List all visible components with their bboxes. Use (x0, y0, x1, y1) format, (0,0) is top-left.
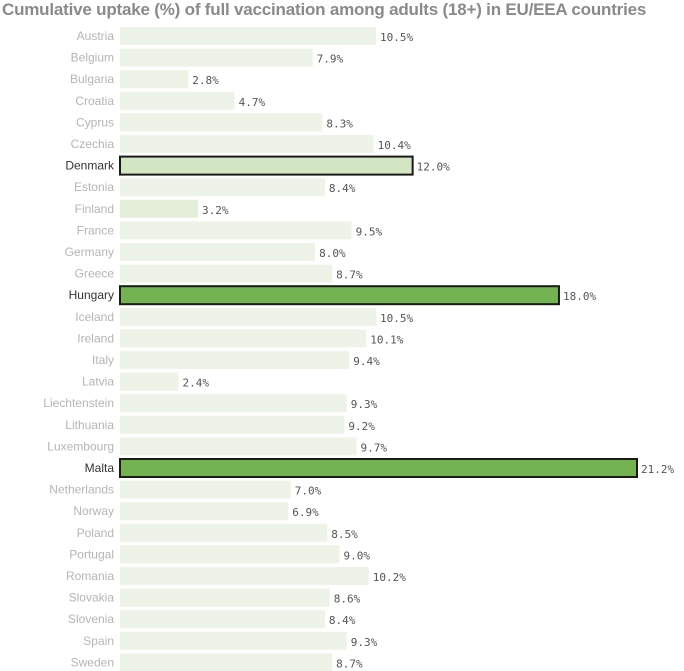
value-label-luxembourg: 9.7% (361, 441, 388, 454)
bar-denmark (119, 155, 414, 176)
value-label-finland: 3.2% (202, 204, 229, 217)
bar-hungary (119, 285, 560, 306)
category-label-poland: Poland (77, 526, 114, 540)
bar-portugal (120, 545, 340, 564)
category-label-denmark: Denmark (65, 159, 115, 173)
bar-netherlands (120, 480, 291, 499)
bar-germany (120, 243, 316, 261)
category-label-greece: Greece (75, 267, 115, 281)
category-label-ireland: Ireland (77, 331, 114, 345)
category-label-austria: Austria (77, 29, 115, 43)
bar-slovakia (120, 588, 330, 607)
category-label-italy: Italy (92, 353, 114, 367)
bar-liechtenstein (120, 394, 347, 413)
value-label-croatia: 4.7% (239, 96, 266, 109)
value-label-slovenia: 8.4% (329, 614, 356, 627)
value-label-bulgaria: 2.8% (192, 74, 219, 87)
bar-ireland (120, 329, 367, 348)
category-label-slovakia: Slovakia (69, 591, 115, 605)
value-label-estonia: 8.4% (329, 182, 356, 195)
value-label-sweden: 8.7% (336, 657, 363, 670)
category-label-norway: Norway (73, 504, 114, 518)
bar-finland (120, 199, 199, 218)
value-label-ireland: 10.1% (370, 333, 403, 346)
value-label-netherlands: 7.0% (295, 485, 322, 498)
bar-latvia (120, 372, 179, 391)
bar-norway (120, 502, 289, 521)
value-label-norway: 6.9% (292, 506, 319, 519)
category-label-bulgaria: Bulgaria (70, 72, 114, 86)
bar-austria (120, 27, 377, 45)
category-label-belgium: Belgium (71, 51, 114, 65)
category-label-slovenia: Slovenia (68, 612, 114, 626)
bar-lithuania (120, 415, 345, 434)
category-label-romania: Romania (66, 569, 114, 583)
bar-bulgaria (120, 70, 189, 89)
category-label-liechtenstein: Liechtenstein (43, 396, 114, 410)
value-label-lithuania: 9.2% (348, 420, 375, 433)
bar-slovenia (120, 610, 325, 629)
category-label-cyprus: Cyprus (76, 115, 114, 129)
category-label-lithuania: Lithuania (65, 418, 114, 432)
value-label-malta: 21.2% (641, 463, 674, 476)
bar-italy (120, 351, 350, 369)
bar-sweden (120, 653, 333, 671)
category-label-czechia: Czechia (71, 137, 115, 151)
category-label-finland: Finland (75, 202, 114, 216)
value-label-romania: 10.2% (373, 571, 406, 584)
bar-spain (120, 631, 347, 650)
bar-czechia (120, 135, 374, 153)
category-label-croatia: Croatia (75, 94, 114, 108)
category-label-malta: Malta (85, 461, 115, 475)
bar-malta (119, 458, 638, 478)
category-label-latvia: Latvia (82, 375, 114, 389)
category-label-hungary: Hungary (69, 288, 114, 302)
value-label-denmark: 12.0% (417, 161, 450, 174)
bar-cyprus (120, 113, 323, 132)
bar-estonia (120, 178, 325, 197)
category-label-sweden: Sweden (71, 655, 114, 669)
value-label-spain: 9.3% (351, 636, 378, 649)
value-label-austria: 10.5% (380, 31, 413, 44)
bar-luxembourg (120, 437, 357, 456)
category-label-france: France (77, 223, 115, 237)
category-label-portugal: Portugal (69, 547, 114, 561)
bar-poland (120, 523, 328, 542)
bar-romania (120, 567, 369, 585)
value-label-portugal: 9.0% (343, 549, 370, 562)
category-label-iceland: Iceland (75, 310, 114, 324)
category-label-estonia: Estonia (74, 180, 114, 194)
value-label-iceland: 10.5% (380, 312, 413, 325)
value-label-slovakia: 8.6% (334, 593, 361, 606)
value-label-france: 9.5% (356, 225, 383, 238)
value-label-hungary: 18.0% (563, 290, 596, 303)
value-label-liechtenstein: 9.3% (351, 398, 378, 411)
value-label-latvia: 2.4% (183, 377, 210, 390)
value-label-cyprus: 8.3% (326, 117, 353, 130)
bar-belgium (120, 48, 313, 67)
bar-croatia (120, 91, 235, 110)
value-label-germany: 8.0% (319, 247, 346, 260)
bar-france (120, 221, 352, 240)
chart-title: Cumulative uptake (%) of full vaccinatio… (2, 0, 647, 19)
category-label-germany: Germany (65, 245, 114, 259)
value-label-poland: 8.5% (331, 528, 358, 541)
category-label-spain: Spain (83, 634, 114, 648)
bar-iceland (120, 307, 377, 326)
value-label-italy: 9.4% (353, 355, 380, 368)
value-label-greece: 8.7% (336, 269, 363, 282)
category-label-luxembourg: Luxembourg (47, 439, 114, 453)
value-label-belgium: 7.9% (317, 53, 344, 66)
value-label-czechia: 10.4% (378, 139, 411, 152)
category-label-netherlands: Netherlands (49, 483, 114, 497)
bar-greece (120, 264, 333, 283)
